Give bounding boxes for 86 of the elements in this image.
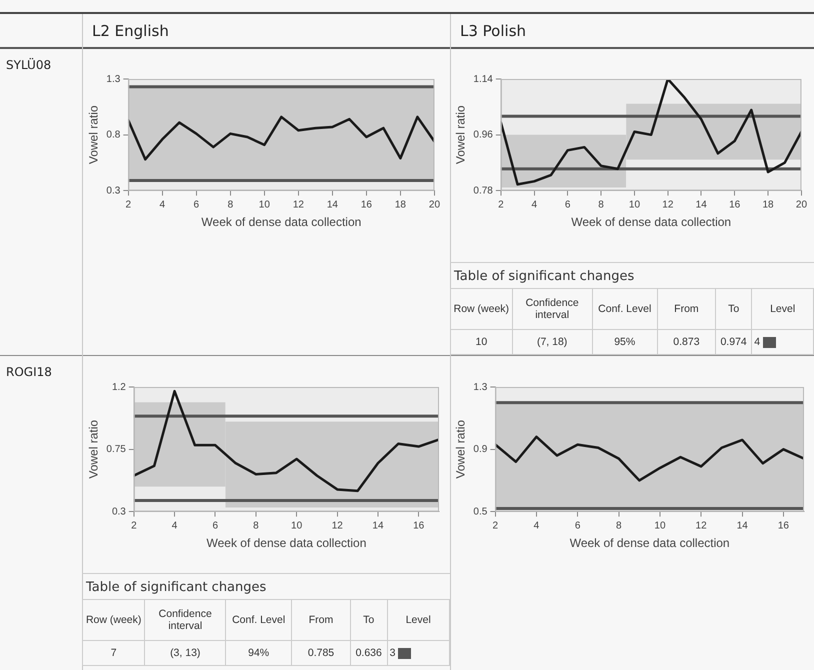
category-label: Confidence interval bbox=[512, 288, 592, 330]
x-tick-label: 16 bbox=[729, 199, 741, 210]
text: 95% bbox=[614, 336, 636, 348]
text: 4 bbox=[754, 336, 760, 348]
x-tick-label: 10 bbox=[654, 520, 666, 532]
x-tick-label: 6 bbox=[194, 199, 200, 210]
x-tick-label: 10 bbox=[291, 520, 303, 532]
y-tick-label: 0.96 bbox=[473, 130, 494, 141]
text: L2 English bbox=[92, 22, 169, 40]
x-tick-label: 10 bbox=[258, 199, 270, 210]
x-tick-label: 16 bbox=[360, 199, 372, 210]
y-tick-label: 0.8 bbox=[106, 130, 121, 141]
text: 3 bbox=[390, 647, 396, 659]
x-tick-label: 12 bbox=[696, 520, 708, 532]
category-label: To bbox=[350, 600, 388, 640]
x-tick-label: 8 bbox=[598, 199, 604, 210]
x-tick-label: 20 bbox=[796, 199, 808, 210]
category-label: Conf. Level bbox=[592, 288, 658, 330]
category-label: Row (week) bbox=[450, 288, 512, 330]
x-tick-label: 6 bbox=[212, 520, 218, 532]
x-tick-label: 4 bbox=[531, 199, 538, 210]
x-tick-label: 14 bbox=[326, 199, 338, 210]
text: ROGI18 bbox=[6, 365, 52, 379]
y-tick-label: 0.78 bbox=[473, 185, 494, 196]
x-tick-label: 8 bbox=[253, 520, 260, 532]
text: (7, 18) bbox=[536, 336, 568, 348]
x-tick-label: 2 bbox=[498, 199, 504, 210]
x-axis-title: Week of dense data collection bbox=[201, 215, 362, 230]
category-label: From bbox=[657, 288, 716, 330]
text: (3, 13) bbox=[170, 647, 200, 659]
x-tick-label: 4 bbox=[172, 520, 178, 532]
x-tick-label: 8 bbox=[616, 520, 622, 532]
x-tick-label: 12 bbox=[332, 520, 344, 532]
category-label: Level bbox=[387, 600, 450, 640]
category-label: Level bbox=[752, 288, 814, 330]
x-tick-label: 18 bbox=[762, 199, 774, 210]
text: 7 bbox=[110, 647, 117, 659]
x-tick-label: 12 bbox=[292, 199, 304, 210]
x-tick-label: 4 bbox=[160, 199, 166, 210]
text: Table of significant changes bbox=[82, 573, 450, 599]
text: 0.873 bbox=[673, 336, 700, 348]
category-label: Row (week) bbox=[82, 600, 145, 640]
x-tick-label: 18 bbox=[394, 199, 406, 210]
y-tick-label: 0.3 bbox=[112, 506, 126, 518]
y-tick-label: 0.5 bbox=[473, 506, 488, 518]
category-label: Confidence interval bbox=[144, 600, 226, 640]
y-tick-label: 1.3 bbox=[106, 74, 121, 85]
text: L3 Polish bbox=[460, 22, 526, 40]
x-tick-label: 4 bbox=[534, 520, 540, 532]
text: 0.636 bbox=[356, 647, 382, 659]
x-tick-label: 10 bbox=[628, 199, 640, 210]
x-tick-label: 2 bbox=[126, 199, 132, 210]
text: 94% bbox=[248, 647, 270, 659]
y-tick-label: 0.3 bbox=[106, 185, 121, 196]
y-axis-title: Vowel ratio bbox=[86, 420, 101, 479]
category-label: Conf. Level bbox=[226, 600, 292, 640]
x-tick-label: 20 bbox=[428, 199, 440, 210]
x-tick-label: 14 bbox=[736, 520, 748, 532]
x-tick-label: 16 bbox=[778, 520, 790, 532]
x-tick-label: 16 bbox=[413, 520, 425, 532]
y-axis-title: Vowel ratio bbox=[86, 105, 101, 164]
x-tick-label: 6 bbox=[574, 520, 581, 532]
text: Table of significant changes bbox=[450, 262, 814, 288]
x-tick-label: 14 bbox=[696, 199, 708, 210]
x-tick-label: 14 bbox=[372, 520, 384, 532]
x-tick-label: 2 bbox=[131, 520, 138, 532]
x-tick-label: 2 bbox=[492, 520, 499, 532]
x-axis-title: Week of dense data collection bbox=[570, 536, 730, 550]
x-tick-label: 6 bbox=[564, 199, 571, 210]
y-tick-label: 0.9 bbox=[473, 444, 488, 456]
category-label: To bbox=[715, 288, 752, 330]
y-tick-label: 1.14 bbox=[473, 74, 494, 85]
y-axis-title: Vowel ratio bbox=[454, 105, 468, 164]
y-tick-label: 1.2 bbox=[112, 382, 126, 393]
text: 0.785 bbox=[308, 647, 334, 659]
text: 0.974 bbox=[720, 336, 747, 348]
x-axis-title: Week of dense data collection bbox=[206, 536, 366, 550]
category-label: From bbox=[292, 600, 350, 640]
y-tick-label: 0.75 bbox=[106, 444, 126, 456]
x-tick-label: 8 bbox=[228, 199, 234, 210]
x-axis-title: Week of dense data collection bbox=[571, 215, 732, 230]
text: SYLÜ08 bbox=[6, 58, 52, 72]
y-tick-label: 1.3 bbox=[473, 382, 488, 393]
text: 10 bbox=[476, 336, 488, 348]
y-axis-title: Vowel ratio bbox=[454, 420, 468, 479]
x-tick-label: 12 bbox=[662, 199, 674, 210]
